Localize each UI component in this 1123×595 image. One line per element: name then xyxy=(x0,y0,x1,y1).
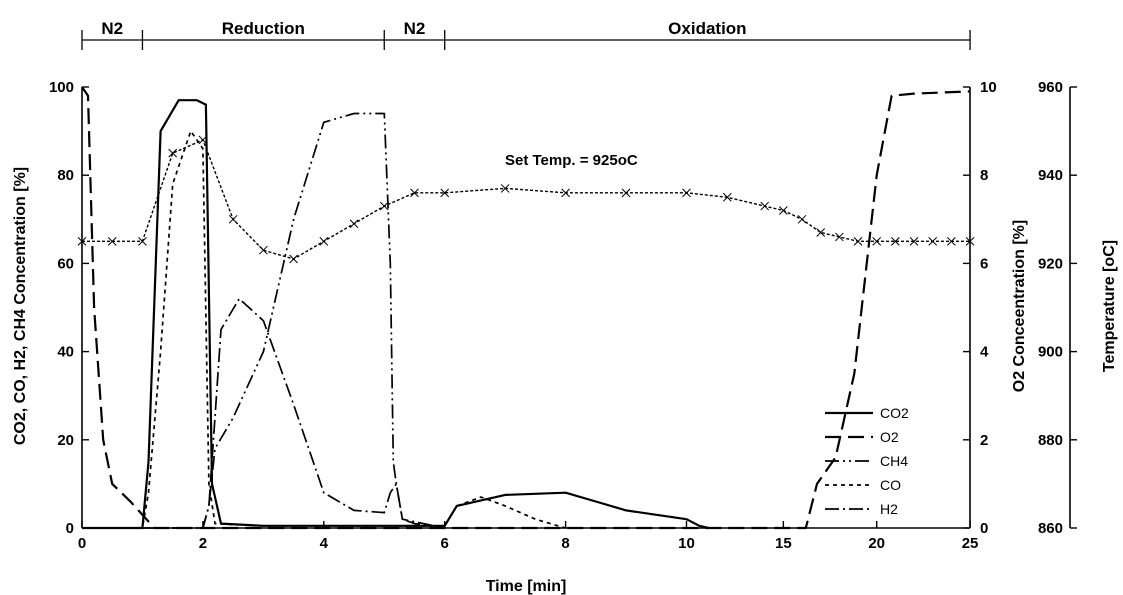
legend-label-h2: H2 xyxy=(880,501,898,517)
temperature-point xyxy=(107,236,117,246)
temperature-point xyxy=(500,184,510,193)
y-right-temp-tick-label: 960 xyxy=(1038,79,1063,96)
temperature-point xyxy=(410,188,419,198)
temperature-point xyxy=(319,236,329,246)
temperature-point xyxy=(797,214,807,224)
temperature-point xyxy=(621,188,631,198)
temperature-point xyxy=(289,254,298,264)
temperature-point xyxy=(928,236,938,246)
y-right-o2-tick-label: 2 xyxy=(980,432,988,449)
temperature-point xyxy=(228,214,238,224)
y-right-o2-tick-label: 8 xyxy=(980,167,988,184)
x-tick-label: 2 xyxy=(199,535,207,552)
temperature-point xyxy=(682,188,691,198)
temperature-point xyxy=(561,188,570,198)
temperature-point xyxy=(872,236,882,246)
y-right-temp-tick-label: 940 xyxy=(1038,167,1063,184)
x-tick-label: 6 xyxy=(441,535,449,552)
phase-label: Reduction xyxy=(222,19,305,38)
x-tick-label: 15 xyxy=(775,535,792,552)
y-right-temp-tick-label: 860 xyxy=(1038,520,1063,537)
y-axis-right-temperature-label: Temperature [oC] xyxy=(1101,240,1118,372)
phase-label: Oxidation xyxy=(668,19,746,38)
temperature-point xyxy=(440,188,450,198)
legend-label-co: CO xyxy=(880,477,901,493)
temperature-point xyxy=(168,148,178,158)
y-right-o2-tick-label: 6 xyxy=(980,255,988,272)
x-tick-label: 8 xyxy=(561,535,569,552)
temperature-point xyxy=(965,236,975,246)
temperature-point xyxy=(379,201,389,211)
temperature-point xyxy=(760,201,770,211)
temperature-point xyxy=(835,232,844,242)
y-right-o2-tick-label: 4 xyxy=(980,344,989,361)
y-right-o2-tick-label: 0 xyxy=(980,520,988,537)
y-axis-left-label: CO2, CO, H2, CH4 Concentration [%] xyxy=(12,167,29,445)
y-left-tick-label: 40 xyxy=(57,344,74,361)
temperature-point xyxy=(349,219,359,229)
phase-bar: N2 Reduction N2 Oxidation xyxy=(81,19,971,50)
temperature-point xyxy=(258,245,268,255)
x-tick-label: 25 xyxy=(962,535,979,552)
series-line-h2 xyxy=(82,297,445,529)
y-axis-right-o2-label: O2 Conceentration [%] xyxy=(1011,220,1028,392)
temperature-point xyxy=(77,236,87,246)
temperature-point xyxy=(816,228,826,237)
temperature-point xyxy=(909,236,919,246)
legend: CO2 O2 CH4 CO H2 xyxy=(825,405,909,517)
y-left-tick-label: 20 xyxy=(57,432,74,449)
y-left-tick-label: 80 xyxy=(57,167,74,184)
x-tick-label: 20 xyxy=(868,535,885,552)
legend-label-co2: CO2 xyxy=(880,405,909,421)
y-left-tick-label: 100 xyxy=(49,79,74,96)
plot-axes: 0 2 4 6 8 10 15 20 25020406080100024681086088090… xyxy=(49,79,1077,552)
temperature-point xyxy=(138,236,147,246)
temperature-point xyxy=(778,206,788,215)
y-right-temp-tick-label: 880 xyxy=(1038,432,1063,449)
x-tick-label: 10 xyxy=(678,535,695,552)
phase-label: N2 xyxy=(404,19,426,38)
series-line-co2 xyxy=(82,99,709,530)
phase-label: N2 xyxy=(101,19,123,38)
y-right-o2-tick-label: 10 xyxy=(980,79,997,96)
legend-label-ch4: CH4 xyxy=(880,453,908,469)
y-right-temp-tick-label: 920 xyxy=(1038,255,1063,272)
y-right-temp-tick-label: 900 xyxy=(1038,344,1063,361)
series-line-temperature xyxy=(82,139,970,260)
temperature-point xyxy=(891,236,900,246)
temperature-point xyxy=(853,236,863,246)
y-left-tick-label: 60 xyxy=(57,255,74,272)
series-group xyxy=(77,86,975,530)
y-left-tick-label: 0 xyxy=(66,520,74,537)
series-line-co xyxy=(82,130,566,529)
series-line-ch4 xyxy=(82,112,445,529)
temperature-point xyxy=(722,192,732,202)
set-temp-annotation: Set Temp. = 925oC xyxy=(505,152,638,169)
legend-label-o2: O2 xyxy=(880,429,899,445)
x-tick-label: 0 xyxy=(78,535,86,552)
temperature-point xyxy=(947,236,956,246)
x-tick-label: 4 xyxy=(320,535,329,552)
x-axis-label: Time [min] xyxy=(486,578,567,595)
temperature-point xyxy=(198,135,208,145)
